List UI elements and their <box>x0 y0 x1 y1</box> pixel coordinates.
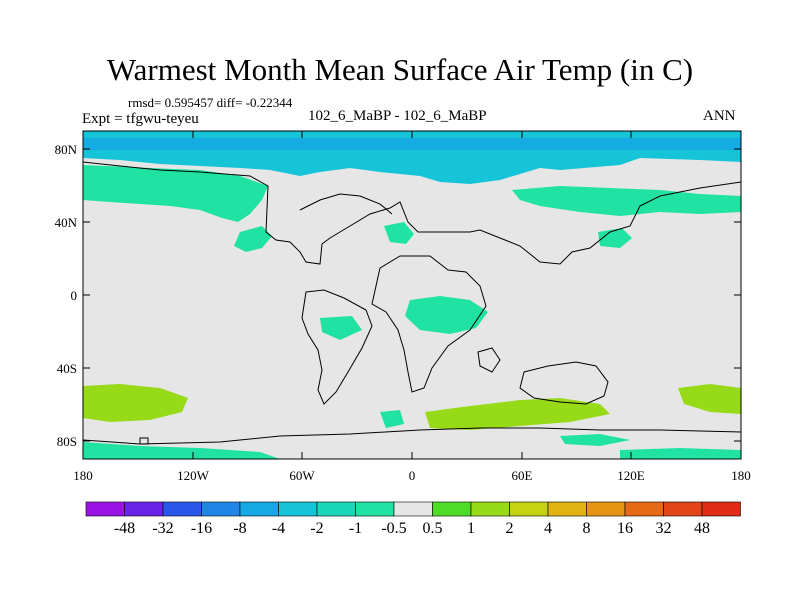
colorbar-box-2 <box>162 501 202 517</box>
fill-green-se <box>678 384 741 414</box>
lon-label-60e: 60E <box>512 468 533 483</box>
colorbar-box-16 <box>701 501 741 517</box>
fill-teal-so-2 <box>560 434 630 446</box>
lat-label-40s: 40S <box>57 361 77 376</box>
colorbar-label-9: 1 <box>467 520 475 537</box>
colorbar-label-4: -4 <box>272 520 285 537</box>
coastlines <box>82 161 742 445</box>
colorbar-label-2: -16 <box>191 520 212 537</box>
colorbar-box-5 <box>278 501 318 517</box>
colorbar-label-1: -32 <box>152 520 173 537</box>
lat-label-0: 0 <box>71 288 78 303</box>
colorbar-box-6 <box>316 501 356 517</box>
lon-label-180-right: 180 <box>731 468 751 483</box>
colorbar-box-10 <box>470 501 510 517</box>
fill-teal-antarctic-1 <box>83 442 280 459</box>
coastline-north-2 <box>299 193 393 215</box>
fill-teal-antarctic-2 <box>620 448 741 459</box>
lon-label-120e: 120E <box>617 468 645 483</box>
lat-label-80s: 80S <box>57 434 77 449</box>
fill-teal-patch-2 <box>384 222 414 244</box>
subtitle: 102_6_MaBP - 102_6_MaBP <box>308 108 487 124</box>
colorbar-label-3: -8 <box>233 520 246 537</box>
coastline-africa <box>371 255 487 393</box>
fill-teal-tropics <box>405 296 488 334</box>
coastline-australia <box>519 361 609 405</box>
colorbar-label-15: 48 <box>694 520 710 537</box>
colorbar-box-4 <box>239 501 279 517</box>
lon-label-60w: 60W <box>289 468 315 483</box>
colorbar-box-11 <box>509 501 549 517</box>
colorbar-label-12: 8 <box>583 520 591 537</box>
colorbar-box-3 <box>201 501 241 517</box>
longitude-axis: 180 120W 60W 0 60E 120E 180 <box>73 131 751 483</box>
fill-teal-patch-1 <box>234 226 272 252</box>
latitude-axis: 80N 40N 0 40S 80S <box>55 142 741 449</box>
colorbar-label-8: 0.5 <box>423 520 443 537</box>
colorbar-box-9 <box>432 501 472 517</box>
colorbar-box-0 <box>85 501 125 517</box>
fill-blue-arctic <box>83 138 741 150</box>
colorbar-label-11: 4 <box>544 520 552 537</box>
colorbar-box-12 <box>547 501 587 517</box>
lon-label-0: 0 <box>409 468 416 483</box>
coastline-island-2 <box>139 437 149 445</box>
fill-teal-ne <box>512 186 741 216</box>
colorbar-box-13 <box>586 501 626 517</box>
colorbar-label-0: -48 <box>114 520 135 537</box>
coastline-north <box>82 161 742 265</box>
experiment-label: Expt = tfgwu-teyeu <box>82 111 199 127</box>
fill-green-so <box>425 398 610 430</box>
colorbar-box-8 <box>393 501 433 517</box>
colorbar-label-10: 2 <box>506 520 514 537</box>
lat-label-80n: 80N <box>55 142 78 157</box>
lon-label-120w: 120W <box>177 468 210 483</box>
rmsd-diff-stats: rmsd= 0.595457 diff= -0.22344 <box>128 95 293 110</box>
lon-label-180-left: 180 <box>73 468 93 483</box>
fill-green-sw <box>83 384 188 422</box>
anomaly-fills <box>83 131 741 459</box>
colorbar-box-1 <box>124 501 164 517</box>
colorbar: -48 -32 -16 -8 -4 -2 -1 -0.5 0.5 1 2 4 8 16 32 48 <box>85 501 741 537</box>
season-label: ANN <box>703 108 736 124</box>
coastline-island-1 <box>477 347 501 373</box>
colorbar-label-14: 32 <box>656 520 672 537</box>
coastline-samerica <box>301 289 373 405</box>
fill-teal-patch-3 <box>598 228 632 248</box>
colorbar-box-15 <box>663 501 703 517</box>
fill-teal-nw <box>83 165 268 222</box>
fill-teal-so-1 <box>380 410 404 428</box>
coastline-antarctica <box>82 427 742 445</box>
colorbar-label-13: 16 <box>617 520 633 537</box>
colorbar-box-7 <box>355 501 395 517</box>
plot-title: Warmest Month Mean Surface Air Temp (in … <box>106 52 694 87</box>
colorbar-label-6: -1 <box>349 520 362 537</box>
fill-teal-sa <box>320 316 362 340</box>
lat-label-40n: 40N <box>55 215 78 230</box>
colorbar-box-14 <box>624 501 664 517</box>
colorbar-label-7: -0.5 <box>381 520 406 537</box>
colorbar-label-5: -2 <box>310 520 323 537</box>
